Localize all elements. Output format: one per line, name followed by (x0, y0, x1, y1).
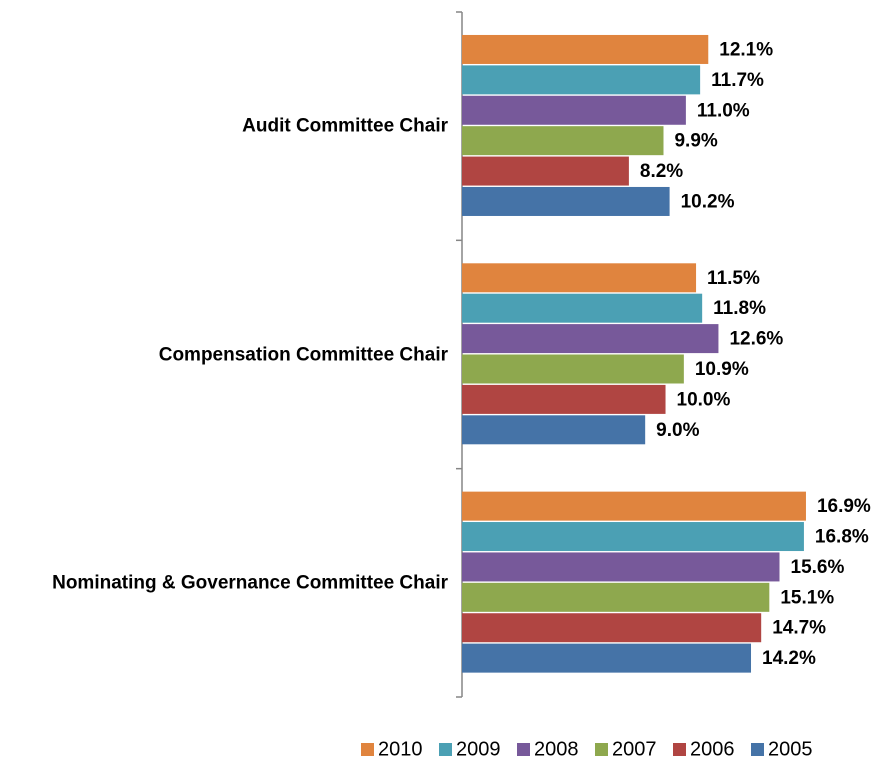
legend-swatch (361, 743, 374, 756)
value-label: 8.2% (640, 161, 683, 182)
value-label: 12.6% (729, 329, 783, 350)
bar (462, 384, 666, 414)
category-label: Compensation Committee Chair (8, 342, 448, 367)
bar (462, 263, 697, 293)
value-label: 11.5% (707, 268, 760, 289)
value-label: 11.8% (713, 298, 766, 319)
legend-label: 2007 (612, 738, 657, 760)
bar (462, 354, 684, 384)
value-label: 16.8% (815, 527, 869, 548)
value-label: 14.2% (762, 648, 816, 669)
value-label: 10.9% (695, 359, 749, 380)
bar (462, 186, 670, 216)
category-label: Nominating & Governance Committee Chair (8, 570, 448, 595)
legend-swatch (751, 743, 764, 756)
value-label: 16.9% (817, 496, 871, 517)
value-label: 9.0% (656, 420, 699, 441)
bar (462, 34, 709, 64)
legend-label: 2005 (768, 738, 813, 760)
value-label: 9.9% (674, 131, 717, 152)
bar (462, 613, 762, 643)
legend-swatch (673, 743, 686, 756)
category-text: Nominating & Governance Committee Chair (52, 572, 448, 594)
legend-label: 2006 (690, 738, 735, 760)
bar (462, 643, 752, 673)
bar (462, 95, 686, 125)
bar (462, 552, 780, 582)
category-label: Audit Committee Chair (8, 114, 448, 139)
value-label: 10.2% (681, 191, 735, 212)
category-text: Compensation Committee Chair (158, 344, 448, 365)
legend-label: 2008 (534, 738, 579, 760)
value-label: 10.0% (677, 389, 731, 410)
value-label: 15.1% (780, 587, 834, 608)
bar (462, 126, 664, 156)
bar (462, 156, 629, 186)
bar (462, 491, 806, 521)
legend-label: 2010 (378, 738, 423, 760)
legend-swatch (517, 743, 530, 756)
legend-label: 2009 (456, 738, 501, 760)
bar (462, 415, 646, 445)
value-label: 11.7% (711, 70, 764, 91)
bar (462, 65, 701, 95)
value-label: 11.0% (697, 100, 750, 121)
bar (462, 293, 703, 323)
bar (462, 324, 719, 354)
value-label: 12.1% (719, 39, 773, 60)
value-label: 15.6% (791, 557, 845, 578)
bar (462, 522, 804, 552)
category-text: Audit Committee Chair (242, 115, 448, 137)
legend-swatch (439, 743, 452, 756)
bar (462, 582, 770, 612)
legend-swatch (595, 743, 608, 756)
value-label: 14.7% (772, 618, 826, 639)
